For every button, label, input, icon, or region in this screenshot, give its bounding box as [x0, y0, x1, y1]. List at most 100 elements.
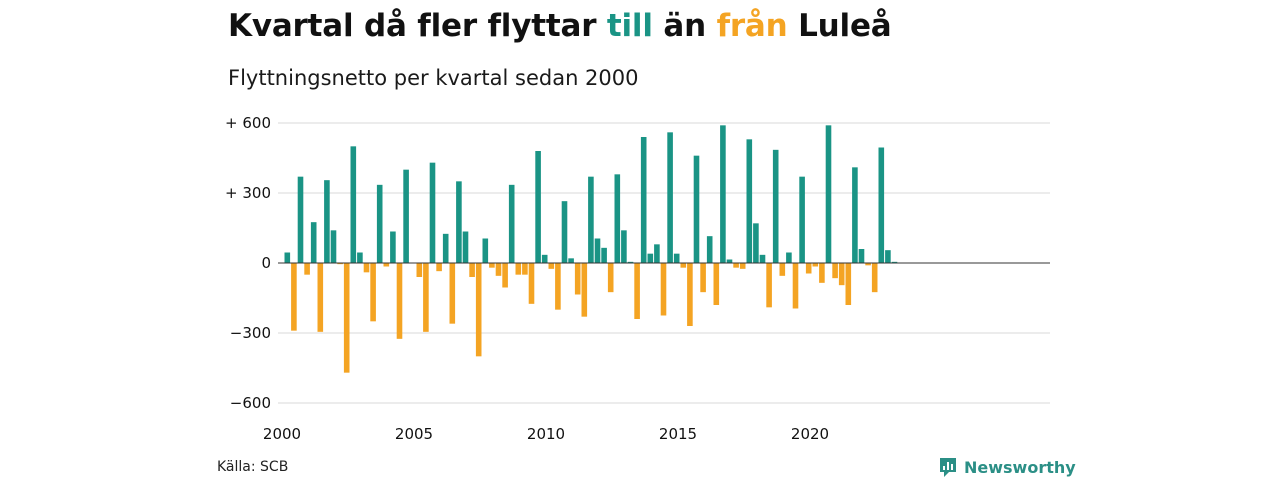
- bar-positive: [726, 259, 733, 263]
- bar-positive: [482, 238, 489, 263]
- bar-negative: [680, 263, 687, 268]
- bar-positive: [561, 201, 568, 263]
- bar-negative: [363, 263, 370, 273]
- bar-negative: [739, 263, 746, 269]
- bar-negative: [502, 263, 508, 288]
- x-axis-labels: 2000 2005 2010 2015 2020: [263, 425, 829, 443]
- bar-positive: [693, 155, 700, 263]
- bar-positive: [614, 174, 621, 263]
- title-part2: Luleå: [787, 8, 892, 44]
- bar-negative: [634, 263, 640, 319]
- bar-negative: [423, 263, 429, 332]
- bar-positive: [654, 244, 660, 263]
- bar-negative: [370, 263, 376, 322]
- brand-name: Newsworthy: [964, 457, 1076, 477]
- bar-positive: [390, 231, 396, 263]
- bar-negative: [489, 263, 495, 268]
- bar-negative: [574, 263, 581, 295]
- y-tick-label: 0: [261, 254, 271, 272]
- x-tick-label: 2000: [263, 425, 301, 443]
- title-mid: än: [652, 8, 717, 44]
- bar-positive: [852, 167, 858, 263]
- bar-negative: [581, 263, 588, 317]
- bar-positive: [720, 125, 726, 263]
- bar-negative: [317, 263, 324, 332]
- bar-negative: [713, 263, 720, 305]
- x-tick-label: 2020: [791, 425, 829, 443]
- bar-positive: [350, 146, 357, 263]
- bar-positive: [588, 176, 594, 263]
- brand-logo[interactable]: Newsworthy: [938, 456, 1076, 478]
- bar-positive: [759, 254, 766, 263]
- title-part1: Kvartal då fler flyttar: [228, 8, 607, 44]
- bar-negative: [792, 263, 799, 309]
- bar-negative: [396, 263, 403, 339]
- bars: [284, 125, 898, 373]
- bar-negative: [449, 263, 456, 324]
- bar-positive: [330, 230, 337, 263]
- bar-positive: [429, 162, 436, 263]
- bar-negative: [304, 263, 310, 275]
- bar-negative: [832, 263, 838, 279]
- bar-negative: [416, 263, 423, 277]
- bar-positive: [376, 184, 383, 263]
- bar-negative: [515, 263, 522, 275]
- bar-negative: [436, 263, 442, 272]
- bar-negative: [495, 263, 502, 276]
- bar-negative: [469, 263, 475, 277]
- y-tick-label: −300: [230, 324, 271, 342]
- bar-negative: [819, 263, 825, 283]
- bar-positive: [706, 236, 713, 263]
- x-tick-label: 2005: [395, 425, 433, 443]
- bar-negative: [805, 263, 812, 274]
- chart-title: Kvartal då fler flyttar till än från Lul…: [228, 8, 892, 44]
- bar-positive: [772, 149, 779, 263]
- bar-positive: [673, 253, 680, 263]
- bar-positive: [284, 252, 291, 263]
- bar-negative: [812, 263, 819, 267]
- bar-positive: [799, 176, 805, 263]
- bar-negative: [555, 263, 561, 310]
- bar-negative: [838, 263, 845, 286]
- bar-positive: [357, 252, 363, 263]
- title-in-highlight: till: [606, 8, 653, 44]
- bar-positive: [825, 125, 832, 263]
- bar-positive: [627, 261, 634, 263]
- y-tick-label: + 600: [225, 114, 271, 132]
- y-axis-labels: + 600 + 300 0 −300 −600: [225, 114, 271, 412]
- bar-negative: [687, 263, 693, 326]
- bar-positive: [310, 222, 317, 263]
- bar-positive: [594, 238, 601, 263]
- bar-negative: [337, 263, 343, 265]
- bar-positive: [885, 250, 891, 263]
- x-tick-label: 2010: [527, 425, 565, 443]
- bar-positive: [568, 258, 574, 263]
- bar-positive: [324, 180, 330, 263]
- source-note: Källa: SCB: [217, 459, 289, 475]
- grid-lines: [278, 122, 1050, 404]
- bar-negative: [733, 263, 739, 268]
- bar-negative: [865, 263, 871, 266]
- bar-negative: [528, 263, 535, 304]
- bar-negative: [845, 263, 852, 305]
- title-out-highlight: från: [716, 8, 788, 44]
- bar-negative: [766, 263, 772, 308]
- bar-positive: [601, 247, 607, 263]
- bar-negative: [522, 263, 528, 275]
- bar-negative: [779, 263, 786, 276]
- bar-positive: [878, 147, 885, 263]
- x-tick-label: 2015: [659, 425, 697, 443]
- chart-subtitle: Flyttningsnetto per kvartal sedan 2000: [228, 66, 639, 90]
- bar-positive: [442, 233, 449, 263]
- bar-positive: [462, 231, 469, 263]
- bar-positive: [621, 230, 627, 263]
- bar-negative: [871, 263, 878, 293]
- bar-negative: [343, 263, 350, 373]
- bar-positive: [640, 137, 647, 263]
- bar-negative: [660, 263, 667, 316]
- bar-negative: [700, 263, 706, 293]
- bar-positive: [891, 261, 898, 263]
- bar-positive: [858, 249, 865, 263]
- bar-negative: [607, 263, 614, 293]
